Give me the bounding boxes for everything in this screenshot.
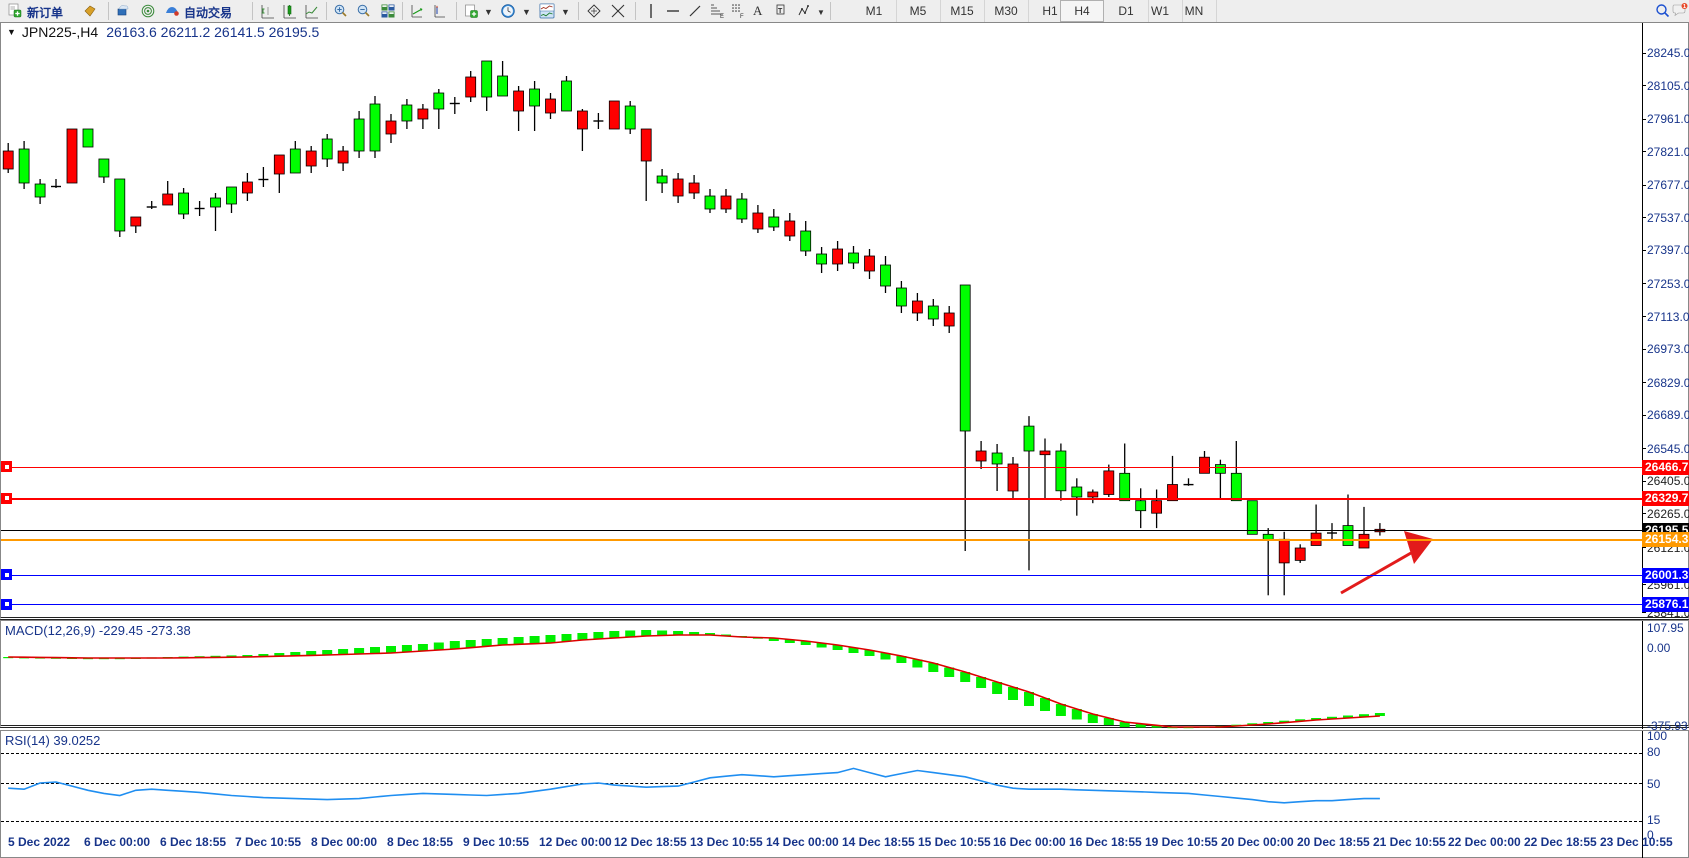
svg-text:F: F: [740, 14, 744, 19]
svg-text:E: E: [720, 14, 724, 19]
svg-text:T: T: [778, 8, 783, 15]
svg-text:1: 1: [1683, 4, 1686, 10]
